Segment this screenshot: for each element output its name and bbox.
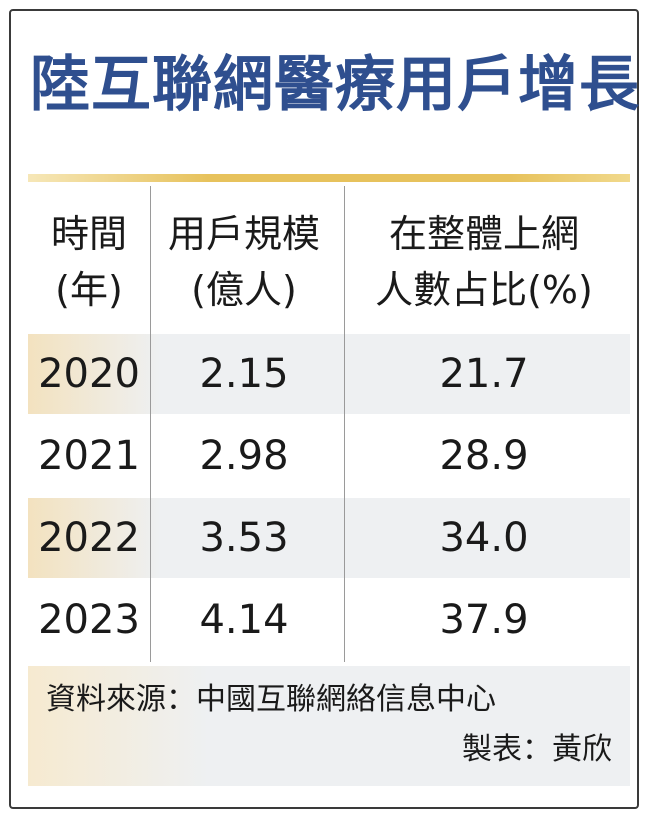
header-year-line2: (年) — [55, 268, 123, 312]
cell-year: 2020 — [38, 351, 140, 397]
cell-users: 2.98 — [199, 433, 289, 479]
header-share: 在整體上網 人數占比(%) — [338, 196, 630, 328]
cell-users: 4.14 — [199, 597, 289, 643]
cell-share: 21.7 — [439, 351, 529, 397]
header-year-line1: 時間 — [50, 212, 127, 256]
header-users-line2: (億人) — [191, 268, 297, 312]
maker-note: 製表：黃欣 — [462, 732, 612, 767]
header-year: 時間 (年) — [28, 196, 150, 328]
chart-title: 陸互聯網醫療用戶增長 — [30, 50, 640, 120]
column-divider — [150, 186, 151, 662]
cell-share: 28.9 — [439, 433, 529, 479]
cell-users: 3.53 — [199, 515, 289, 561]
source-note: 資料來源：中國互聯網絡信息中心 — [46, 682, 496, 717]
cell-users: 2.15 — [199, 351, 289, 397]
column-divider — [344, 186, 345, 662]
table-row: 2021 2.98 28.9 — [28, 416, 630, 496]
footer: 資料來源：中國互聯網絡信息中心 製表：黃欣 — [28, 666, 630, 786]
cell-share: 37.9 — [439, 597, 529, 643]
header-share-line2: 人數占比(%) — [375, 268, 593, 312]
header-users-line1: 用戶規模 — [167, 212, 320, 256]
cell-year: 2023 — [38, 597, 140, 643]
header-users: 用戶規模 (億人) — [150, 196, 338, 328]
cell-year: 2022 — [38, 515, 140, 561]
table-row: 2020 2.15 21.7 — [28, 334, 630, 414]
table-row: 2023 4.14 37.9 — [28, 580, 630, 660]
table-row: 2022 3.53 34.0 — [28, 498, 630, 578]
cell-year: 2021 — [38, 433, 140, 479]
table-frame — [9, 9, 639, 809]
header-share-line1: 在整體上網 — [388, 212, 579, 256]
title-divider — [28, 174, 630, 182]
cell-share: 34.0 — [439, 515, 529, 561]
